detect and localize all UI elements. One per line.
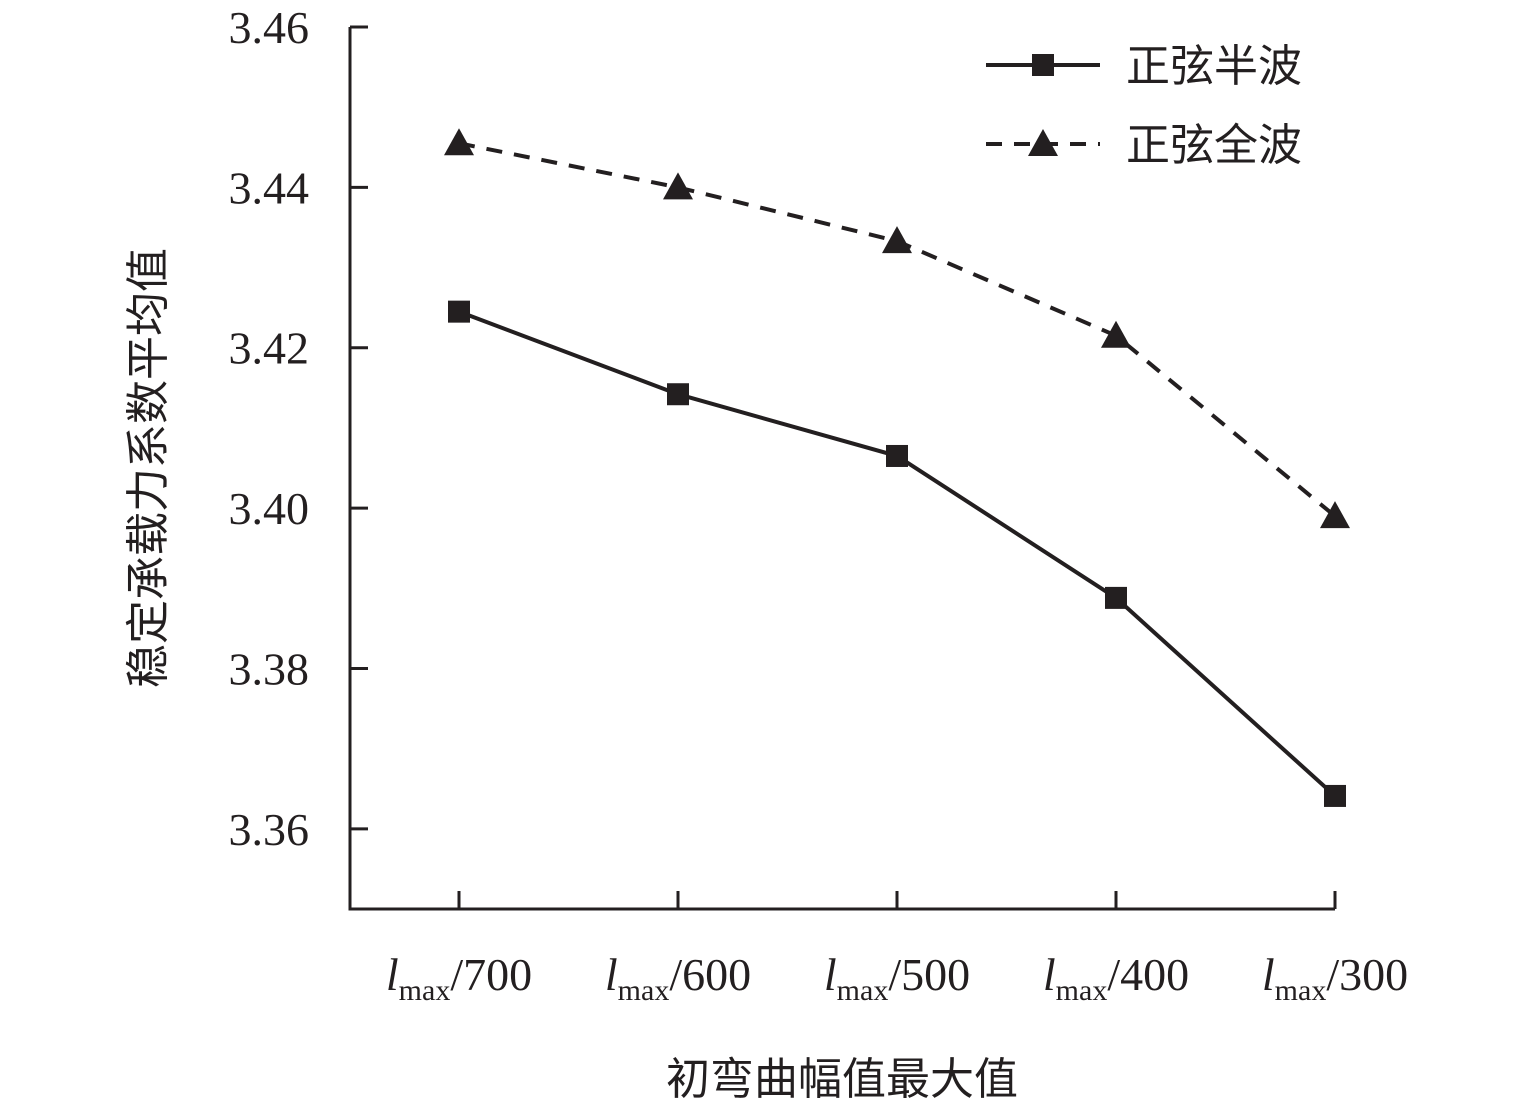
series-group	[444, 128, 1350, 807]
x-tick-label-rest: /600	[669, 949, 751, 1000]
x-tick-label: lmax/500	[824, 949, 970, 1007]
x-tick-label-main: l	[605, 949, 618, 1000]
x-axis-ticks: lmax/700 lmax/600 lmax/500 lmax/400 lmax/300	[386, 891, 1408, 1007]
x-tick-label: lmax/600	[605, 949, 751, 1007]
x-tick-label: lmax/400	[1043, 949, 1189, 1007]
y-tick-label: 3.38	[229, 643, 310, 694]
x-tick-label-sub: max	[618, 974, 670, 1007]
y-tick-label: 3.42	[229, 323, 310, 374]
y-tick-label: 3.44	[229, 162, 310, 213]
legend-label: 正弦全波	[1126, 120, 1302, 171]
y-tick-label: 3.36	[229, 804, 310, 855]
x-tick-label-sub: max	[1056, 974, 1108, 1007]
x-tick-label-rest: /700	[450, 949, 532, 1000]
data-point-square	[667, 383, 689, 406]
data-point-triangle	[882, 226, 912, 254]
series-2	[444, 128, 1350, 529]
data-point-square	[886, 444, 908, 467]
x-tick-label-main: l	[1043, 949, 1056, 1000]
legend-item-2: 正弦全波	[986, 120, 1302, 171]
data-point-triangle	[444, 128, 474, 156]
x-tick-label: lmax/300	[1262, 949, 1408, 1007]
data-point-square	[1105, 586, 1127, 609]
x-tick-label-sub: max	[837, 974, 889, 1007]
data-point-triangle	[663, 172, 693, 200]
y-tick-label: 3.46	[229, 2, 310, 53]
data-point-square	[1324, 784, 1346, 807]
legend-marker-triangle	[1028, 129, 1058, 156]
series-1	[448, 300, 1346, 807]
legend-label: 正弦半波	[1126, 41, 1302, 92]
x-tick-label-main: l	[1262, 949, 1275, 1000]
legend-marker-square	[1032, 54, 1054, 76]
x-axis-title: 初弯曲幅值最大值	[666, 1054, 1018, 1104]
x-tick-label-sub: max	[399, 974, 451, 1007]
data-point-triangle	[1320, 501, 1350, 529]
series-line-1	[458, 309, 1337, 798]
axes	[348, 27, 1335, 911]
x-tick-label-sub: max	[1275, 974, 1327, 1007]
legend-item-1: 正弦半波	[986, 41, 1302, 92]
y-axis-ticks: 3.36 3.38 3.40 3.42 3.44 3.46	[229, 2, 368, 855]
data-point-square	[448, 300, 470, 323]
x-tick-label-main: l	[824, 949, 837, 1000]
x-tick-label-rest: /300	[1326, 949, 1408, 1000]
x-tick-label: lmax/700	[386, 949, 532, 1007]
x-tick-label-main: l	[386, 949, 399, 1000]
data-point-triangle	[1101, 320, 1131, 348]
x-tick-label-rest: /500	[888, 949, 970, 1000]
y-tick-label: 3.40	[229, 483, 310, 534]
x-tick-label-rest: /400	[1107, 949, 1189, 1000]
y-axis-title: 稳定承载力系数平均值	[123, 248, 174, 688]
